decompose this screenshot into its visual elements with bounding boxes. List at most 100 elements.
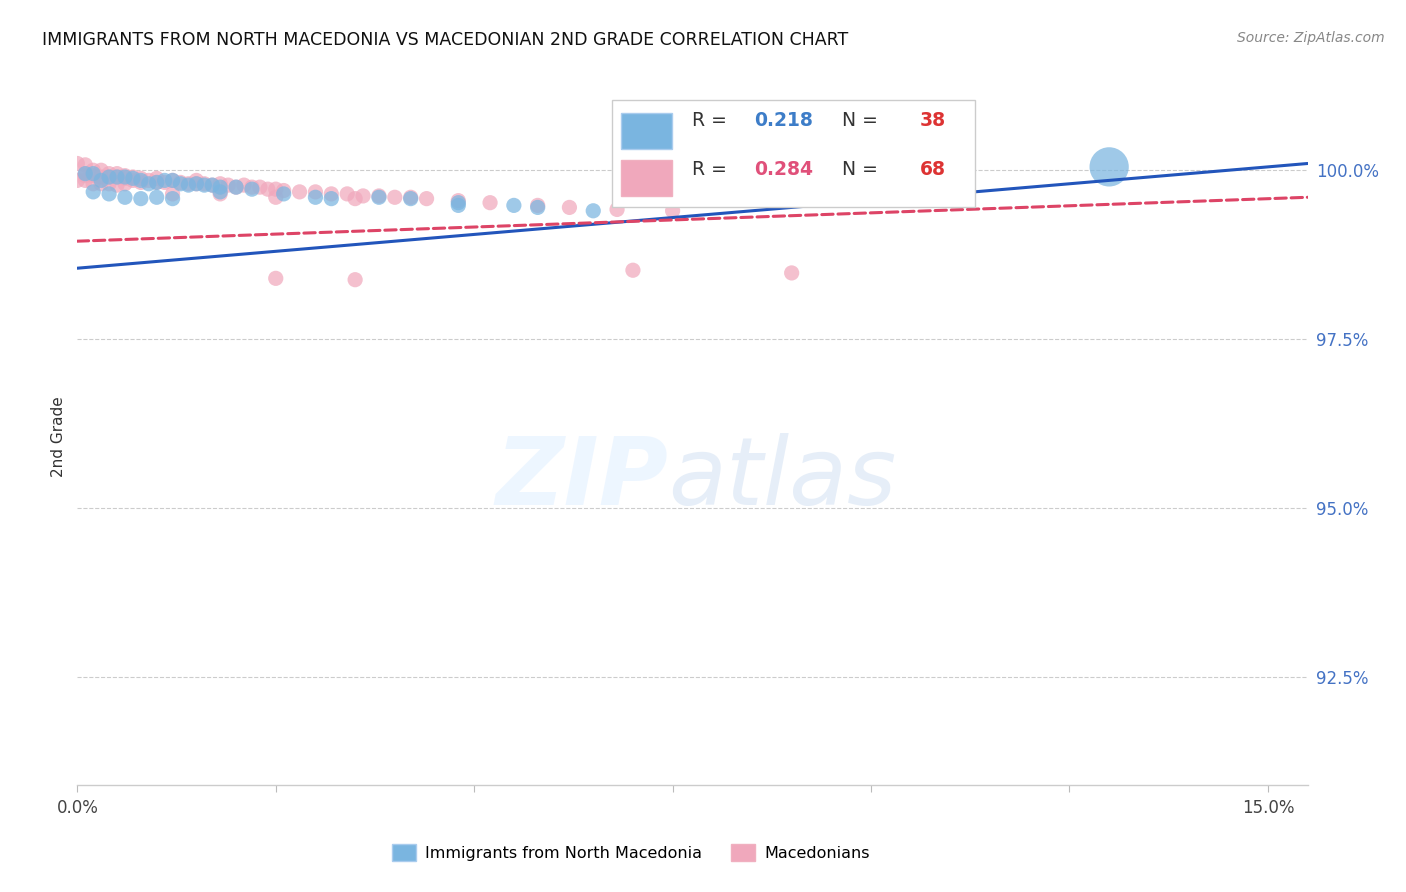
- Point: [399, 192, 422, 206]
- Point: [225, 180, 247, 194]
- Point: [193, 178, 215, 193]
- Point: [122, 169, 145, 184]
- Point: [98, 169, 121, 184]
- Point: [256, 182, 278, 196]
- Point: [162, 173, 184, 187]
- Point: [273, 186, 295, 201]
- Point: [145, 190, 167, 204]
- Point: [90, 177, 112, 191]
- Point: [399, 190, 422, 204]
- Point: [661, 203, 683, 218]
- Point: [780, 266, 803, 280]
- Point: [264, 182, 287, 196]
- Point: [122, 171, 145, 186]
- Point: [582, 203, 605, 218]
- Point: [162, 186, 184, 201]
- Point: [162, 192, 184, 206]
- Point: [384, 190, 406, 204]
- Point: [114, 169, 136, 183]
- Point: [75, 167, 97, 181]
- FancyBboxPatch shape: [613, 100, 976, 208]
- Text: Source: ZipAtlas.com: Source: ZipAtlas.com: [1237, 31, 1385, 45]
- Point: [321, 186, 343, 201]
- Point: [145, 176, 167, 190]
- Point: [447, 195, 470, 210]
- Point: [138, 173, 160, 187]
- Point: [526, 198, 548, 212]
- Text: 0.284: 0.284: [754, 160, 813, 178]
- Point: [264, 190, 287, 204]
- Point: [304, 190, 326, 204]
- Text: 0.218: 0.218: [754, 111, 813, 130]
- Point: [169, 177, 191, 191]
- Point: [90, 169, 112, 184]
- Y-axis label: 2nd Grade: 2nd Grade: [51, 397, 66, 477]
- Point: [186, 173, 208, 187]
- Point: [201, 178, 224, 193]
- Point: [368, 190, 391, 204]
- Point: [479, 195, 502, 210]
- Point: [304, 185, 326, 199]
- Point: [344, 273, 367, 287]
- Point: [415, 192, 437, 206]
- Point: [201, 178, 224, 193]
- Point: [75, 158, 97, 172]
- Point: [209, 185, 232, 199]
- Point: [177, 177, 200, 191]
- Point: [447, 198, 470, 212]
- Point: [90, 163, 112, 178]
- Point: [129, 173, 152, 187]
- Point: [447, 194, 470, 208]
- Point: [193, 177, 215, 191]
- Point: [558, 201, 581, 215]
- Point: [114, 177, 136, 191]
- Point: [273, 184, 295, 198]
- Point: [1098, 160, 1121, 174]
- Text: R =: R =: [693, 111, 734, 130]
- Point: [138, 177, 160, 191]
- Point: [114, 169, 136, 184]
- FancyBboxPatch shape: [621, 113, 672, 149]
- Point: [240, 182, 263, 196]
- Point: [186, 177, 208, 191]
- Point: [90, 173, 112, 187]
- Point: [249, 180, 271, 194]
- Point: [105, 169, 128, 184]
- Point: [82, 169, 104, 183]
- Point: [233, 178, 256, 193]
- Text: 38: 38: [920, 111, 946, 130]
- Point: [122, 173, 145, 187]
- Point: [98, 169, 121, 184]
- Point: [217, 178, 239, 193]
- Point: [105, 178, 128, 193]
- Point: [352, 189, 374, 203]
- Legend: Immigrants from North Macedonia, Macedonians: Immigrants from North Macedonia, Macedon…: [385, 838, 876, 867]
- Point: [153, 176, 176, 190]
- Point: [98, 167, 121, 181]
- Point: [336, 186, 359, 201]
- Point: [526, 201, 548, 215]
- Point: [66, 156, 89, 170]
- Point: [344, 192, 367, 206]
- Point: [186, 177, 208, 191]
- Point: [240, 180, 263, 194]
- Point: [606, 202, 628, 217]
- Point: [162, 173, 184, 187]
- Point: [621, 263, 644, 277]
- Text: N =: N =: [831, 160, 884, 178]
- Point: [105, 167, 128, 181]
- Point: [98, 177, 121, 191]
- Point: [105, 169, 128, 184]
- Point: [209, 180, 232, 194]
- Point: [114, 171, 136, 186]
- Point: [66, 173, 89, 187]
- Point: [75, 167, 97, 181]
- Point: [98, 186, 121, 201]
- Point: [82, 185, 104, 199]
- Point: [209, 186, 232, 201]
- Text: IMMIGRANTS FROM NORTH MACEDONIA VS MACEDONIAN 2ND GRADE CORRELATION CHART: IMMIGRANTS FROM NORTH MACEDONIA VS MACED…: [42, 31, 848, 49]
- Point: [129, 192, 152, 206]
- Point: [368, 189, 391, 203]
- Text: R =: R =: [693, 160, 734, 178]
- Point: [169, 176, 191, 190]
